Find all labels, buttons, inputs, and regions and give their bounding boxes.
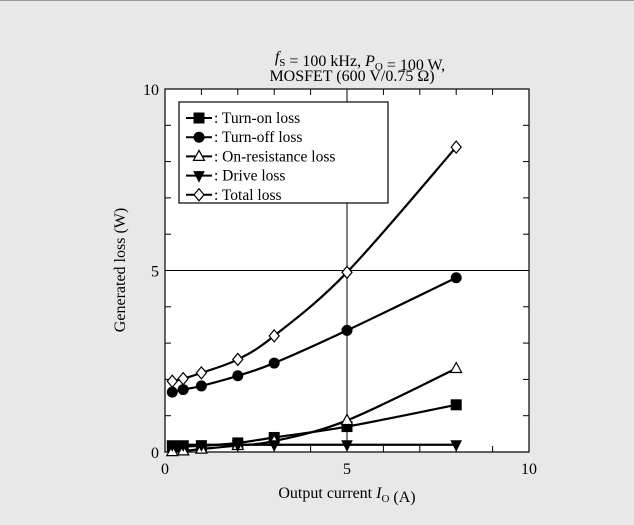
data-point — [341, 324, 353, 336]
legend-box — [178, 101, 389, 204]
y-tick-label: 0 — [151, 445, 159, 462]
x-axis-label: Output current IO (A) — [278, 485, 415, 506]
data-point — [195, 380, 207, 392]
data-point — [340, 413, 354, 426]
y-tick-label: 10 — [143, 82, 159, 99]
legend-marker — [192, 149, 206, 161]
y-tick-label: 5 — [151, 264, 159, 281]
series-layer — [165, 140, 463, 457]
data-point — [166, 374, 179, 389]
legend-label: : Turn-on loss — [214, 110, 300, 127]
tick-labels: 0 5 10 0 5 10 — [143, 82, 537, 478]
data-point — [232, 352, 244, 367]
data-point — [449, 361, 463, 374]
data-point — [450, 399, 462, 411]
legend-entry: : Turn-on loss — [186, 110, 300, 127]
data-point — [177, 384, 189, 396]
data-point — [177, 371, 189, 386]
legend: : Turn-on loss : Turn-off loss : On-resist… — [178, 101, 389, 204]
data-point — [195, 440, 208, 452]
legend-label: : Total loss — [214, 187, 282, 204]
data-point — [341, 440, 353, 452]
legend-marker — [193, 112, 205, 124]
data-point — [231, 440, 244, 452]
data-point — [268, 357, 280, 369]
legend-entry: : Turn-off loss — [186, 129, 302, 146]
legend-label: : Drive loss — [214, 168, 285, 185]
data-point — [232, 370, 244, 382]
legend-label: : On-resistance loss — [214, 148, 335, 165]
data-point — [341, 265, 353, 280]
data-point — [177, 440, 190, 452]
legend-marker — [193, 131, 205, 143]
chart-title-line2: MOSFET (600 V/0.75 Ω) — [269, 68, 434, 85]
x-tick-label: 5 — [343, 461, 351, 478]
chart-title-line1: fS = 100 kHz, PO = 100 W, — [275, 49, 445, 74]
data-point — [450, 440, 463, 452]
legend-marker — [193, 171, 205, 183]
series-3 — [166, 440, 463, 452]
series-4 — [166, 140, 462, 389]
y-axis-label: Generated loss (W) — [112, 208, 129, 332]
data-point — [450, 272, 462, 284]
data-point — [195, 365, 208, 380]
data-point — [268, 328, 280, 343]
data-point — [450, 140, 462, 155]
data-point — [166, 440, 179, 452]
legend-marker — [193, 187, 205, 202]
series-1 — [166, 272, 462, 398]
x-tick-label: 10 — [521, 461, 537, 478]
legend-label: : Turn-off loss — [214, 129, 302, 146]
data-point — [166, 386, 178, 398]
x-tick-label: 0 — [161, 461, 169, 478]
legend-entry: : Total loss — [186, 187, 282, 204]
legend-entry: : Drive loss — [186, 168, 285, 185]
legend-entry: : On-resistance loss — [186, 148, 335, 165]
data-point — [268, 440, 281, 452]
